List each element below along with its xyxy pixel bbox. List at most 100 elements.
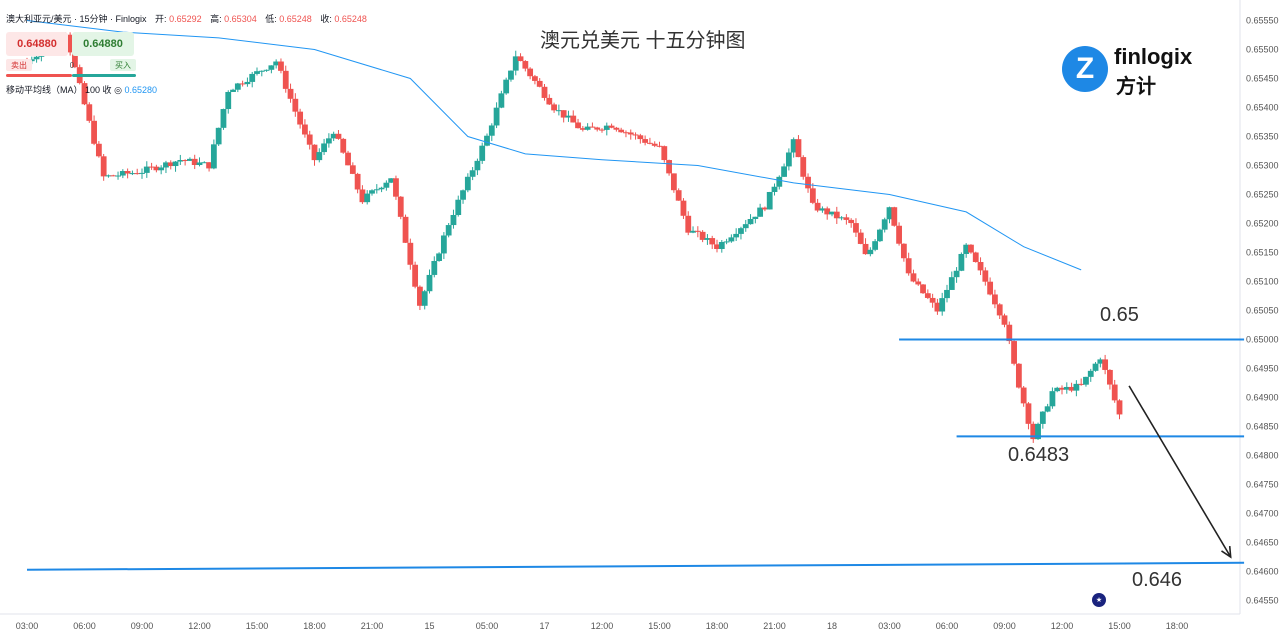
candle-body [843,217,850,220]
candle-body [738,228,744,234]
candle-body [680,200,687,216]
candle-body [555,110,562,112]
y-tick-label: 0.65100 [1246,277,1279,287]
candle-body [862,243,869,255]
x-tick-label: 09:00 [993,621,1016,631]
y-tick-label: 0.64750 [1246,480,1279,490]
x-tick-label: 15:00 [1108,621,1131,631]
candle-body [354,173,361,190]
candle-body [383,182,390,188]
candle-body [968,244,974,253]
y-tick-label: 0.65300 [1246,161,1279,171]
y-tick-label: 0.64650 [1246,538,1279,548]
candle-body [1049,391,1056,407]
candle-body [440,235,447,254]
candle-body [1025,403,1032,424]
candle-body [699,231,706,240]
logo-brand: finlogix [1114,44,1193,69]
candle-body [512,56,519,71]
candle-body [1006,324,1013,342]
candle-body [302,124,308,135]
candle-body [939,298,946,312]
candle-body [72,52,78,68]
y-tick-label: 0.65350 [1246,132,1279,142]
australia-flag-icon[interactable]: ★ [1092,593,1106,607]
candle-body [675,190,682,201]
candle-body [881,219,888,230]
trade-panel: 0.64880 0.64880 卖出 0 买入 [6,32,136,80]
sell-label[interactable]: 卖出 [6,59,32,71]
candle-body [527,68,534,77]
candle-body [781,166,787,177]
candle-body [316,152,323,161]
candle-body [215,127,222,145]
candle-body [924,293,931,298]
candle-body [829,211,835,215]
sell-price-button[interactable]: 0.64880 [6,32,68,56]
y-tick-label: 0.65250 [1246,190,1279,200]
y-tick-label: 0.64850 [1246,422,1279,432]
ma-legend: 移动平均线（MA） 100 收 ◎ 0.65280 [6,83,157,96]
candle-body [579,128,586,130]
candle-body [891,207,898,226]
candle-body [378,187,385,190]
candle-body [541,86,548,98]
candle-body [345,152,351,166]
x-tick-label: 21:00 [361,621,384,631]
candle-body [220,109,227,128]
candle-body [488,125,495,136]
candle-body [129,173,136,175]
candle-body [436,253,442,261]
candle-body [584,126,591,130]
open-label: 开: [155,14,167,24]
logo-cn: 方计 [1116,76,1156,98]
candle-body [1107,369,1113,385]
candle-body [464,176,471,191]
symbol-name: 澳大利亚元/美元 · 15分钟 · Finlogix [6,14,147,24]
candle-body [790,139,797,153]
candle-body [627,132,634,135]
buy-price-button[interactable]: 0.64880 [72,32,134,56]
candle-body [450,214,457,226]
candle-body [474,160,481,171]
x-tick-label: 15 [424,621,434,631]
candle-body [153,166,160,171]
candle-body [623,132,629,134]
candle-body [196,162,203,166]
candle-body [258,70,265,72]
candle-body [685,215,692,233]
candle-body [752,216,759,220]
buy-label[interactable]: 买入 [110,59,136,71]
low-value: 0.65248 [279,14,312,24]
x-tick-label: 12:00 [188,621,211,631]
level-label-06483: 0.6483 [1008,444,1070,466]
y-tick-label: 0.65050 [1246,306,1279,316]
candle-body [388,178,395,183]
eye-icon[interactable]: ◎ [114,85,122,95]
y-tick-label: 0.64550 [1246,596,1279,606]
candle-body [263,69,270,71]
candle-body [977,262,984,271]
y-tick-label: 0.64950 [1246,364,1279,374]
finlogix-logo: Z finlogix 方计 [1062,44,1212,100]
candle-body [575,122,581,129]
candle-body [191,158,198,166]
x-tick-label: 05:00 [476,621,499,631]
x-tick-label: 18:00 [1166,621,1189,631]
candle-body [244,81,251,85]
candle-body [1087,370,1094,377]
candle-body [407,242,414,265]
candle-body [1102,359,1109,370]
candle-body [517,56,524,62]
candle-body [718,242,725,249]
candle-body [297,111,304,125]
y-tick-label: 0.65000 [1246,335,1279,345]
candle-body [95,143,102,157]
candle-body [163,162,169,168]
candle-body [805,176,811,189]
y-tick-label: 0.64800 [1246,451,1279,461]
candle-body [498,93,505,108]
candle-body [100,156,107,177]
candle-body [455,199,462,215]
candle-body [230,89,236,92]
